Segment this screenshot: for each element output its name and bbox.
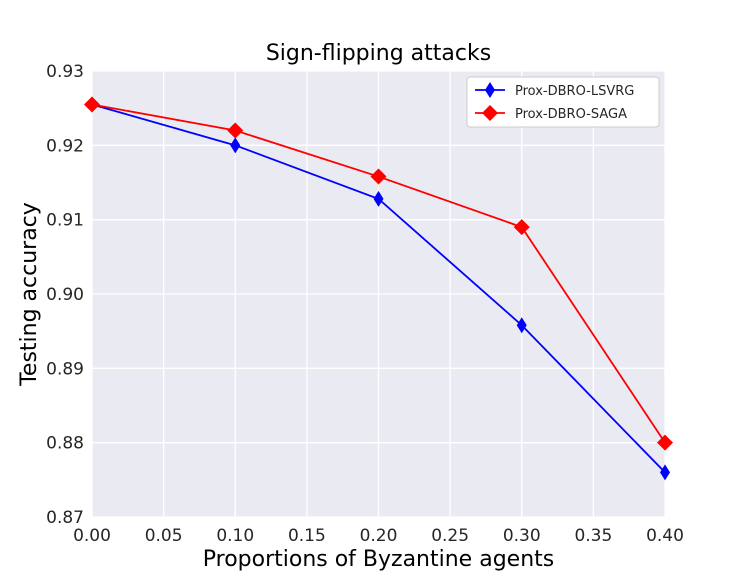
x-tick-label: 0.20 [360, 526, 398, 546]
data-point [513, 219, 530, 236]
data-point [227, 122, 244, 139]
x-tick-label: 0.40 [646, 526, 684, 546]
data-point [230, 137, 241, 154]
y-axis-ticks: 0.87 0.88 0.89 0.90 0.91 0.92 0.93 [46, 62, 84, 528]
chart-title: Sign-flipping attacks [266, 41, 491, 66]
data-point [370, 168, 387, 185]
legend-item: Prox-DBRO-LSVRG [475, 82, 634, 99]
legend-label: Prox-DBRO-SAGA [515, 107, 627, 122]
x-tick-label: 0.10 [216, 526, 254, 546]
series-1 [84, 96, 673, 451]
y-tick-label: 0.93 [46, 62, 84, 82]
data-point [660, 464, 670, 481]
x-tick-label: 0.35 [574, 526, 612, 546]
y-tick-label: 0.87 [46, 508, 84, 528]
x-tick-label: 0.05 [145, 526, 183, 546]
y-tick-label: 0.89 [46, 359, 84, 379]
series-layer [84, 96, 673, 481]
y-axis-label: Testing accuracy [17, 202, 42, 387]
legend-marker [482, 105, 498, 121]
legend-item: Prox-DBRO-SAGA [475, 105, 627, 122]
y-tick-label: 0.88 [46, 434, 84, 454]
y-tick-label: 0.91 [46, 211, 84, 231]
data-point [516, 317, 527, 334]
x-tick-label: 0.30 [503, 526, 541, 546]
y-tick-label: 0.92 [46, 136, 84, 156]
data-point [373, 190, 384, 207]
x-tick-label: 0.15 [288, 526, 326, 546]
legend: Prox-DBRO-LSVRG Prox-DBRO-SAGA [466, 76, 660, 128]
y-tick-label: 0.90 [46, 285, 84, 305]
legend-marker [485, 82, 495, 98]
data-point [657, 434, 673, 451]
data-point [84, 96, 100, 113]
x-axis-label: Proportions of Byzantine agents [203, 547, 554, 572]
x-tick-label: 0.25 [431, 526, 469, 546]
legend-box [466, 76, 660, 128]
x-tick-label: 0.00 [73, 526, 111, 546]
x-axis-ticks: 0.00 0.05 0.10 0.15 0.20 0.25 0.30 0.35 0.40 [73, 526, 684, 546]
legend-label: Prox-DBRO-LSVRG [515, 84, 634, 99]
